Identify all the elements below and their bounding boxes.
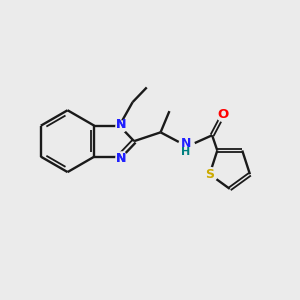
Text: H: H xyxy=(181,147,190,157)
Text: N: N xyxy=(180,137,191,150)
Text: O: O xyxy=(218,108,229,121)
Text: N: N xyxy=(116,118,126,131)
Text: N: N xyxy=(116,152,126,165)
Text: S: S xyxy=(205,168,214,181)
Text: N: N xyxy=(116,152,126,165)
Text: N: N xyxy=(116,118,126,131)
